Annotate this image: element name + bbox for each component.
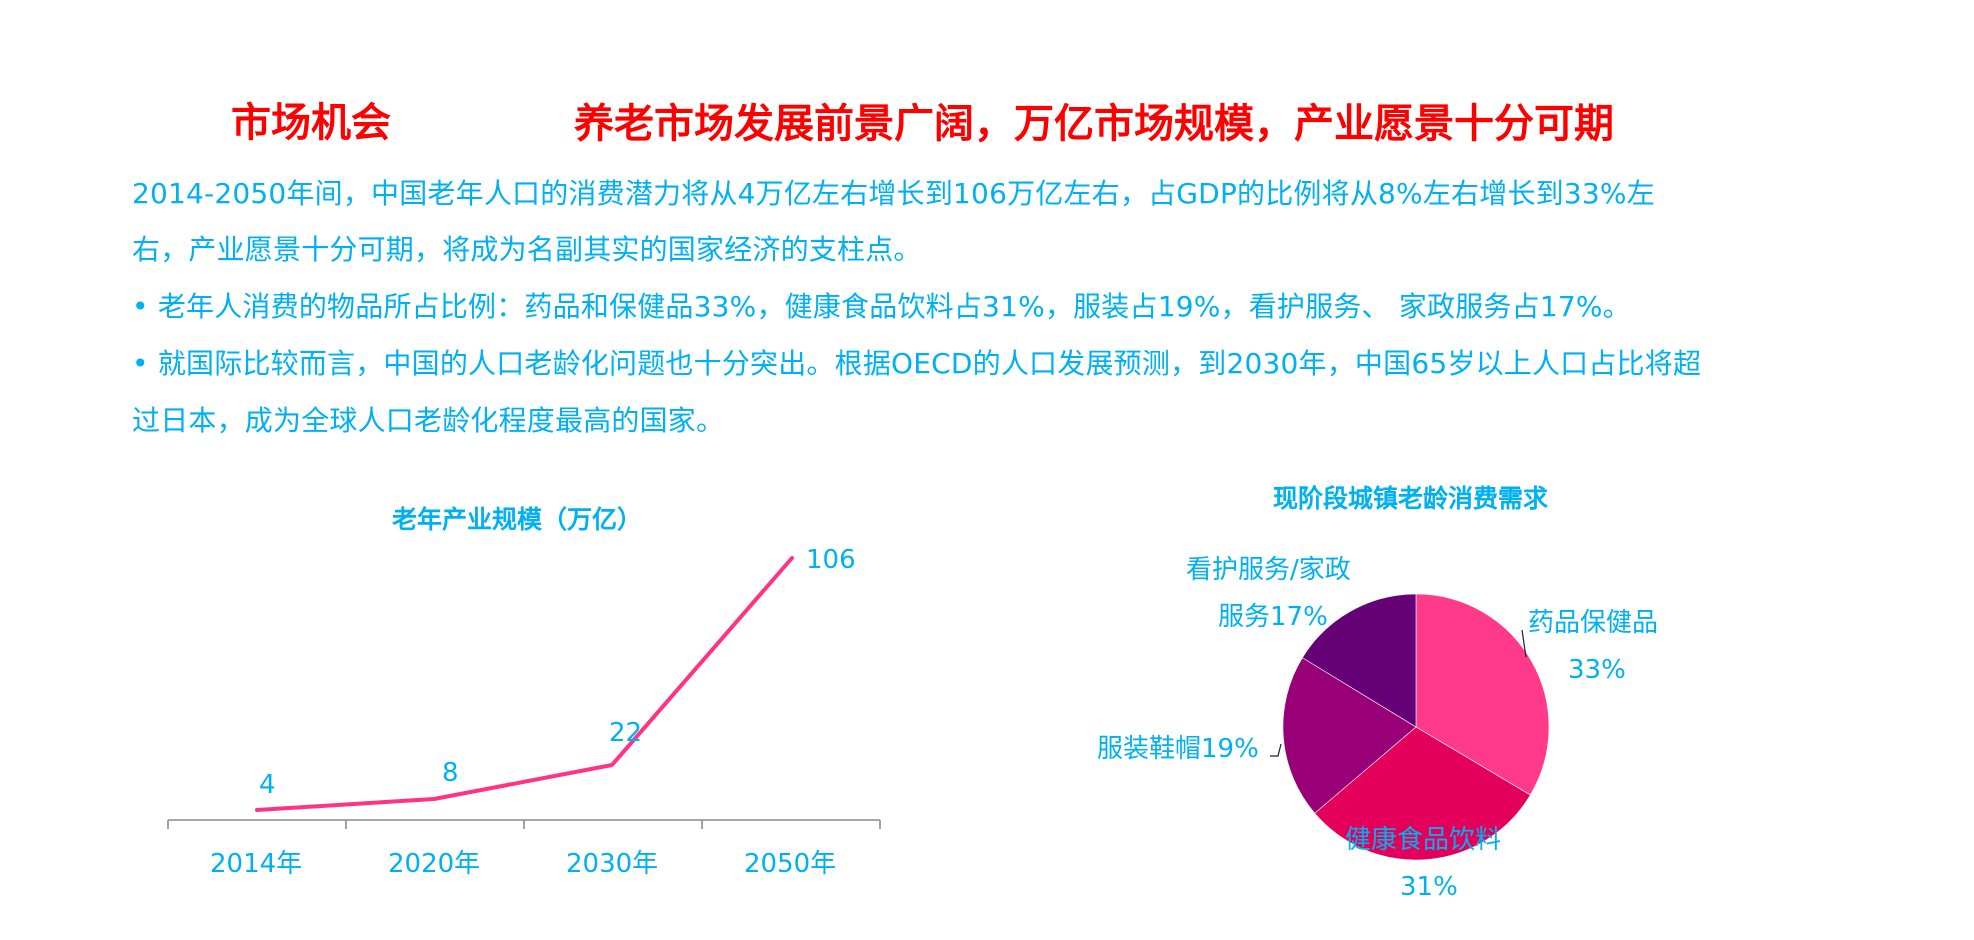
pie-chart-title: 现阶段城镇老龄消费需求 — [1273, 484, 1549, 513]
point-label-2050: 106 — [806, 545, 856, 575]
series-line — [255, 556, 794, 812]
x-tick-2050: 2050年 — [744, 849, 837, 879]
pie-label-care: 看护服务/家政 — [1186, 555, 1351, 585]
pie-value-care: 服务17% — [1218, 602, 1328, 632]
point-label-2030: 22 — [609, 718, 643, 748]
x-tick-2030: 2030年 — [566, 849, 659, 879]
section-title: 市场机会 — [231, 100, 391, 146]
headline: 养老市场发展前景广阔，万亿市场规模，产业愿景十分可期 — [574, 101, 1614, 147]
pie-label-clothing: 服装鞋帽19% — [1097, 734, 1259, 764]
point-label-2020: 8 — [442, 758, 459, 788]
leader-lines — [1270, 629, 1527, 757]
pie-slice-clothing — [1282, 657, 1417, 814]
body-line-1: 2014-2050年间，中国老年人口的消费潜力将从4万亿左右增长到106万亿左右… — [132, 177, 1655, 210]
point-label-2014: 4 — [259, 770, 276, 800]
x-tick-2014: 2014年 — [210, 849, 303, 879]
pie-plot — [1282, 593, 1550, 861]
pie-label-medicine: 药品保健品 — [1528, 608, 1659, 638]
x-tick-2020: 2020年 — [388, 849, 481, 879]
bullet-international-comparison: • 就国际比较而言，中国的人口老龄化问题也十分突出。根据OECD的人口发展预测，… — [132, 347, 1702, 380]
body-line-2: 右，产业愿景十分可期，将成为名副其实的国家经济的支柱点。 — [132, 233, 922, 266]
pie-label-food: 健康食品饮料 — [1345, 825, 1502, 855]
pie-slice-food — [1314, 726, 1531, 861]
line-chart-title: 老年产业规模（万亿） — [392, 505, 643, 534]
pie-value-food: 31% — [1400, 872, 1458, 902]
pie-value-medicine: 33% — [1568, 655, 1626, 685]
pie-slice-care — [1301, 593, 1417, 728]
x-axis — [167, 819, 881, 829]
pie-slice-medicine — [1415, 593, 1550, 796]
body-line-5: 过日本，成为全球人口老龄化程度最高的国家。 — [132, 404, 725, 437]
bullet-consumption-share: • 老年人消费的物品所占比例：药品和保健品33%，健康食品饮料占31%，服装占1… — [132, 290, 1631, 323]
